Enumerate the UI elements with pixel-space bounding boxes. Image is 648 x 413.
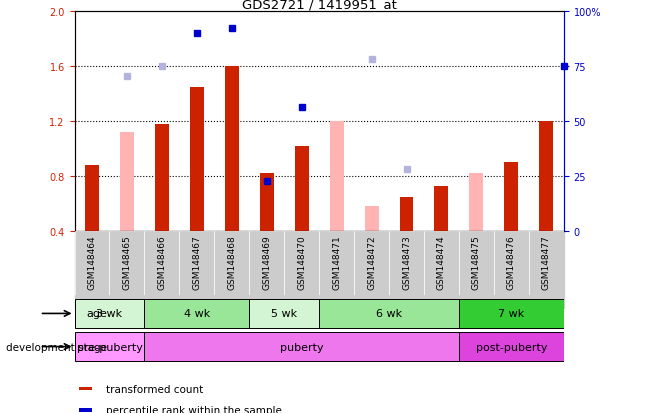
Bar	[424, 231, 459, 295]
Text: 7 wk: 7 wk	[498, 309, 524, 319]
Text: GSM148475: GSM148475	[472, 235, 481, 289]
Bar	[354, 231, 389, 295]
Bar	[145, 299, 249, 329]
Bar	[110, 231, 145, 295]
Bar	[434, 186, 448, 231]
Text: GSM148471: GSM148471	[332, 235, 341, 289]
Bar	[459, 231, 494, 308]
Bar	[155, 125, 169, 231]
Text: GSM148477: GSM148477	[542, 235, 551, 289]
Text: transformed count: transformed count	[106, 384, 203, 394]
Bar	[249, 231, 284, 308]
Text: 6 wk: 6 wk	[376, 309, 402, 319]
Text: puberty: puberty	[280, 342, 323, 352]
Bar	[319, 231, 354, 308]
Text: GSM148474: GSM148474	[437, 235, 446, 289]
Bar	[330, 122, 343, 231]
Bar	[529, 231, 564, 295]
Text: 5 wk: 5 wk	[271, 309, 297, 319]
Text: GSM148467: GSM148467	[192, 235, 202, 289]
Bar	[75, 231, 110, 295]
Bar	[459, 299, 564, 329]
Bar	[284, 231, 319, 295]
Text: GSM148466: GSM148466	[157, 235, 167, 289]
Bar	[389, 231, 424, 308]
Bar	[494, 231, 529, 295]
Text: GSM148468: GSM148468	[227, 235, 237, 289]
Text: GSM148469: GSM148469	[262, 235, 272, 289]
Bar	[75, 299, 145, 329]
Bar	[79, 387, 92, 390]
Bar	[504, 163, 518, 231]
Bar	[389, 231, 424, 295]
Text: percentile rank within the sample: percentile rank within the sample	[106, 405, 282, 413]
Bar	[469, 174, 483, 231]
Bar	[400, 197, 413, 231]
Text: 3 wk: 3 wk	[97, 309, 122, 319]
Bar	[529, 231, 564, 308]
Bar	[75, 231, 110, 308]
Bar	[260, 174, 273, 231]
Bar	[110, 231, 145, 308]
Bar	[179, 231, 214, 308]
Bar	[85, 166, 99, 231]
Bar	[225, 67, 238, 231]
Bar	[319, 231, 354, 295]
Text: GSM148473: GSM148473	[402, 235, 411, 289]
Text: development stage: development stage	[6, 342, 107, 352]
Bar	[494, 231, 529, 308]
Text: GSM148465: GSM148465	[122, 235, 132, 289]
Bar	[249, 299, 319, 329]
Bar	[284, 231, 319, 308]
Text: GSM148470: GSM148470	[297, 235, 306, 289]
Bar	[79, 408, 92, 412]
Bar	[145, 332, 459, 362]
Text: age: age	[86, 309, 107, 319]
Bar	[459, 231, 494, 295]
Bar	[249, 231, 284, 295]
Bar	[319, 299, 459, 329]
Bar	[365, 206, 378, 231]
Text: GSM148476: GSM148476	[507, 235, 516, 289]
Bar	[145, 231, 179, 308]
Bar	[75, 332, 145, 362]
Bar	[459, 332, 564, 362]
Bar	[424, 231, 459, 308]
Bar	[214, 231, 249, 295]
Text: post-puberty: post-puberty	[476, 342, 547, 352]
Text: GSM148472: GSM148472	[367, 235, 376, 289]
Text: GSM148464: GSM148464	[87, 235, 97, 289]
Bar	[295, 147, 308, 231]
Bar	[214, 231, 249, 308]
Title: GDS2721 / 1419951_at: GDS2721 / 1419951_at	[242, 0, 397, 11]
Bar	[354, 231, 389, 308]
Bar	[179, 231, 214, 295]
Text: 4 wk: 4 wk	[183, 309, 210, 319]
Bar	[120, 133, 134, 231]
Bar	[145, 231, 179, 295]
Text: pre-puberty: pre-puberty	[76, 342, 143, 352]
Bar	[539, 122, 553, 231]
Bar	[190, 88, 204, 231]
